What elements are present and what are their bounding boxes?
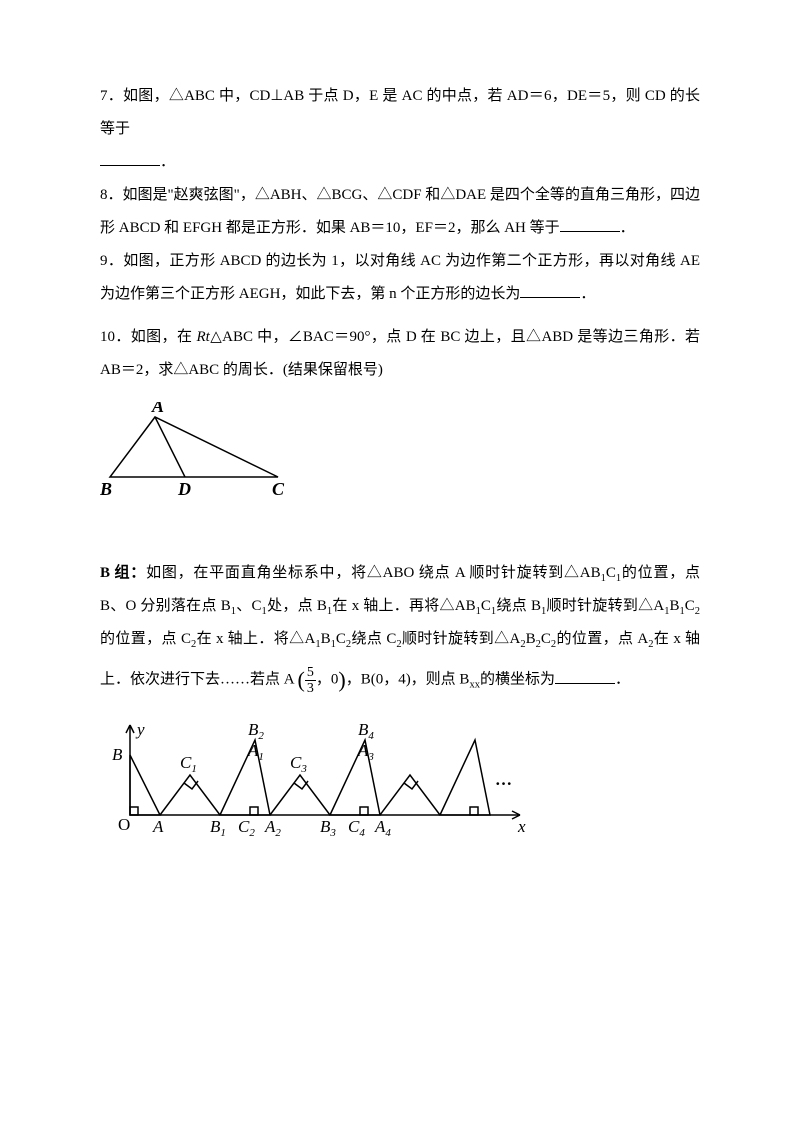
right-angle-a1 <box>250 807 258 815</box>
gb-suffix: ． <box>615 672 630 688</box>
tri-c3 <box>270 775 330 815</box>
label-a: A <box>151 402 164 416</box>
gb-s9: C <box>481 598 491 614</box>
gb-t3: 处，点 B <box>267 598 327 614</box>
q9-text: 9．如图，正方形 ABCD 的边长为 1，以对角线 AC 为边作第二个正方形，再… <box>100 253 700 302</box>
label-c2: C2 <box>238 817 255 839</box>
triangle-figure: A B D C <box>100 402 700 502</box>
gb-t9: 绕点 C <box>351 631 396 647</box>
q10-prefix: 10．如图，在 <box>100 329 196 345</box>
label-c4: C4 <box>348 817 365 839</box>
tri-tail2 <box>440 740 490 815</box>
label-o: O <box>118 815 130 834</box>
right-angle-0 <box>130 807 138 815</box>
triangle-abc <box>110 417 278 477</box>
gb-s13: B <box>669 598 679 614</box>
label-x: x <box>517 817 526 836</box>
label-a3: A3 <box>357 741 374 763</box>
gb-s2: C <box>606 565 616 581</box>
label-y: y <box>135 720 145 739</box>
right-angle-tail2 <box>470 807 478 815</box>
gb-t13: ，B(0，4)，则点 B <box>346 672 470 688</box>
tri-0 <box>130 755 160 815</box>
gb-t4: 在 x 轴上．再将△AB <box>332 598 476 614</box>
dots: … <box>495 770 512 789</box>
label-b3: B3 <box>320 817 336 839</box>
label-b2: B2 <box>248 720 264 742</box>
groupb-label: B 组： <box>100 565 146 581</box>
label-a1: A1 <box>247 741 264 763</box>
gb-s30: xx <box>469 680 480 691</box>
label-b: B <box>100 479 112 499</box>
frac-num: 5 <box>305 665 316 681</box>
question-7: 7．如图，△ABC 中，CD⊥AB 于点 D，E 是 AC 的中点，若 AD＝6… <box>100 80 700 146</box>
gb-s25: B <box>526 631 536 647</box>
gb-s16: 2 <box>695 606 700 617</box>
question-8: 8．如图是"赵爽弦图"，△ABH、△BCG、△CDF 和△DAE 是四个全等的直… <box>100 179 700 245</box>
blank-q9[interactable] <box>520 282 580 298</box>
gb-t7: 的位置，点 C <box>100 631 191 647</box>
gb-t1: 如图，在平面直角坐标系中，将△ABO 绕点 A 顺时针旋转到△AB <box>146 565 601 581</box>
question-10: 10．如图，在 Rt△ABC 中，∠BAC＝90°，点 D 在 BC 边上，且△… <box>100 321 700 387</box>
label-c: C <box>272 479 285 499</box>
q10-rt: Rt <box>196 329 209 345</box>
fraction-5-3: 53 <box>305 665 316 697</box>
gb-s27: C <box>541 631 551 647</box>
gb-s19: B <box>321 631 331 647</box>
tri-c1 <box>160 775 220 815</box>
group-b: B 组：如图，在平面直角坐标系中，将△ABO 绕点 A 顺时针旋转到△AB1C1… <box>100 557 700 705</box>
paren-r: ) <box>338 667 345 692</box>
label-c3: C3 <box>290 753 307 775</box>
gb-t10: 顺时针旋转到△A <box>402 631 521 647</box>
right-angle-a3 <box>360 807 368 815</box>
blank-gb[interactable] <box>555 668 615 684</box>
label-a0: A <box>152 817 164 836</box>
q7-suffix: ． <box>160 154 175 170</box>
tri-tail1 <box>380 775 440 815</box>
wave-figure: y x O B A C1 B2 C3 B4 A1 A3 B1 C2 A2 B3 … <box>100 720 700 840</box>
label-a2: A2 <box>264 817 281 839</box>
q7-text: 7．如图，△ABC 中，CD⊥AB 于点 D，E 是 AC 的中点，若 AD＝6… <box>100 88 700 137</box>
gb-t14: 的横坐标为 <box>480 672 555 688</box>
gb-s5: 、C <box>236 598 262 614</box>
label-c1: C1 <box>180 753 197 775</box>
frac-den: 3 <box>305 681 316 696</box>
label-a4: A4 <box>374 817 391 839</box>
gb-t6: 顺时针旋转到△A <box>546 598 664 614</box>
label-b0: B <box>112 745 123 764</box>
paren-l: ( <box>298 667 305 692</box>
q9-suffix: ． <box>580 286 595 302</box>
label-b4: B4 <box>358 720 374 742</box>
label-b1: B1 <box>210 817 226 839</box>
gb-s21: C <box>336 631 346 647</box>
gb-t8: 在 x 轴上．将△A <box>196 631 315 647</box>
line-ad <box>155 417 185 477</box>
question-7-blank-line: ． <box>100 146 700 179</box>
blank-q8[interactable] <box>560 216 620 232</box>
gb-t5: 绕点 B <box>496 598 541 614</box>
gb-t11: 的位置，点 A <box>556 631 648 647</box>
blank-q7[interactable] <box>100 150 160 166</box>
q8-suffix: ． <box>620 220 635 236</box>
label-d: D <box>177 479 191 499</box>
gb-s15: C <box>685 598 695 614</box>
question-9: 9．如图，正方形 ABCD 的边长为 1，以对角线 AC 为边作第二个正方形，再… <box>100 245 700 311</box>
